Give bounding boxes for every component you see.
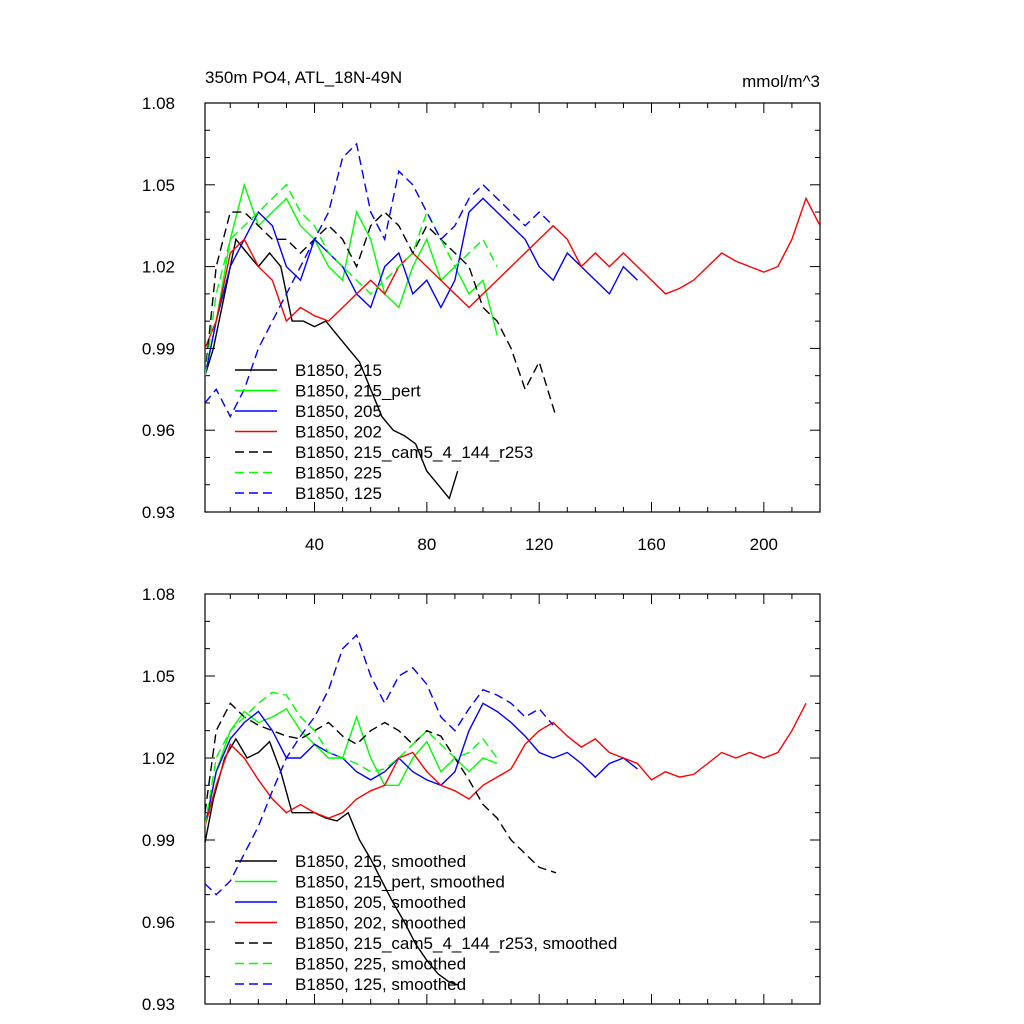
y-tick-label: 0.99 xyxy=(142,339,175,358)
y-tick-label: 1.05 xyxy=(142,176,175,195)
legend-label: B1850, 215 xyxy=(295,361,382,380)
legend-label: B1850, 215_cam5_4_144_r253 xyxy=(295,443,533,462)
x-tick-label: 120 xyxy=(525,535,553,554)
legend-label: B1850, 202, smoothed xyxy=(295,914,466,933)
series-line-6 xyxy=(205,633,554,896)
series-line-1 xyxy=(205,707,498,827)
series-line-3 xyxy=(205,702,807,827)
series-line-0 xyxy=(205,737,458,986)
series-line-1 xyxy=(205,182,498,376)
x-tick-label: 160 xyxy=(637,535,665,554)
legend-label: B1850, 125 xyxy=(295,484,382,503)
plot-frame xyxy=(204,593,821,1005)
y-tick-label: 1.02 xyxy=(142,258,175,277)
legend-label: B1850, 202 xyxy=(295,423,382,442)
legend-label: B1850, 205 xyxy=(295,402,382,421)
y-tick-label: 1.08 xyxy=(142,585,175,604)
series-group xyxy=(205,633,807,986)
legend-label: B1850, 125, smoothed xyxy=(295,975,466,994)
legend-label: B1850, 205, smoothed xyxy=(295,893,466,912)
y-tick-label: 0.96 xyxy=(142,913,175,932)
series-line-2 xyxy=(205,702,638,827)
series-line-2 xyxy=(205,197,638,376)
y-tick-label: 0.96 xyxy=(142,421,175,440)
series-line-3 xyxy=(205,196,820,349)
plot-frame xyxy=(204,102,821,513)
bottom-panel: 0.93 0.96 0.99 1.02 1.05 1.08 B1850, 215, smoo… xyxy=(142,585,821,1014)
legend-label: B1850, 225 xyxy=(295,464,382,483)
y-tick-label: 1.08 xyxy=(142,94,175,113)
series-line-0 xyxy=(205,237,459,500)
y-tick-label: 0.93 xyxy=(142,995,175,1014)
legend-label: B1850, 215_pert xyxy=(295,382,421,401)
series-line-4 xyxy=(205,211,557,417)
x-tick-label: 40 xyxy=(305,535,324,554)
series-group xyxy=(205,142,820,500)
legend-label: B1850, 215_pert, smoothed xyxy=(295,873,505,892)
legend-label: B1850, 215_cam5_4_144_r253, smoothed xyxy=(295,934,617,953)
y-tick-label: 1.02 xyxy=(142,749,175,768)
y-tick-label: 0.99 xyxy=(142,831,175,850)
y-tick-label: 0.93 xyxy=(142,503,175,522)
legend-label: B1850, 215, smoothed xyxy=(295,852,466,871)
x-tick-label: 80 xyxy=(417,535,436,554)
legend-label: B1850, 225, smoothed xyxy=(295,955,466,974)
y-tick-label: 1.05 xyxy=(142,667,175,686)
chart-title: 350m PO4, ATL_18N-49N xyxy=(205,68,402,87)
series-line-4 xyxy=(205,702,557,874)
top-panel: 40 80 120 160 200 0.93 0.96 0.99 1.02 1.05 1.08 350… xyxy=(142,68,821,554)
x-tick-label: 200 xyxy=(750,535,778,554)
units-label: mmol/m^3 xyxy=(742,72,820,91)
series-line-6 xyxy=(205,142,554,419)
series-line-5 xyxy=(205,183,498,376)
series-line-5 xyxy=(205,691,498,827)
